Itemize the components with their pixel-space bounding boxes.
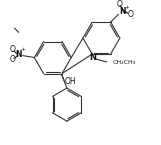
Text: OH: OH <box>65 77 77 86</box>
Text: +: + <box>125 5 129 10</box>
Text: O: O <box>116 0 122 9</box>
Text: +: + <box>20 47 25 52</box>
Text: -: - <box>132 17 134 22</box>
Text: O: O <box>10 45 16 54</box>
Text: O: O <box>127 10 133 19</box>
Text: N: N <box>16 50 22 59</box>
Text: -: - <box>19 60 21 65</box>
Text: N: N <box>90 54 97 62</box>
Text: O: O <box>10 55 16 64</box>
Text: N: N <box>119 7 126 16</box>
Text: CH₂CH₃: CH₂CH₃ <box>113 60 136 65</box>
